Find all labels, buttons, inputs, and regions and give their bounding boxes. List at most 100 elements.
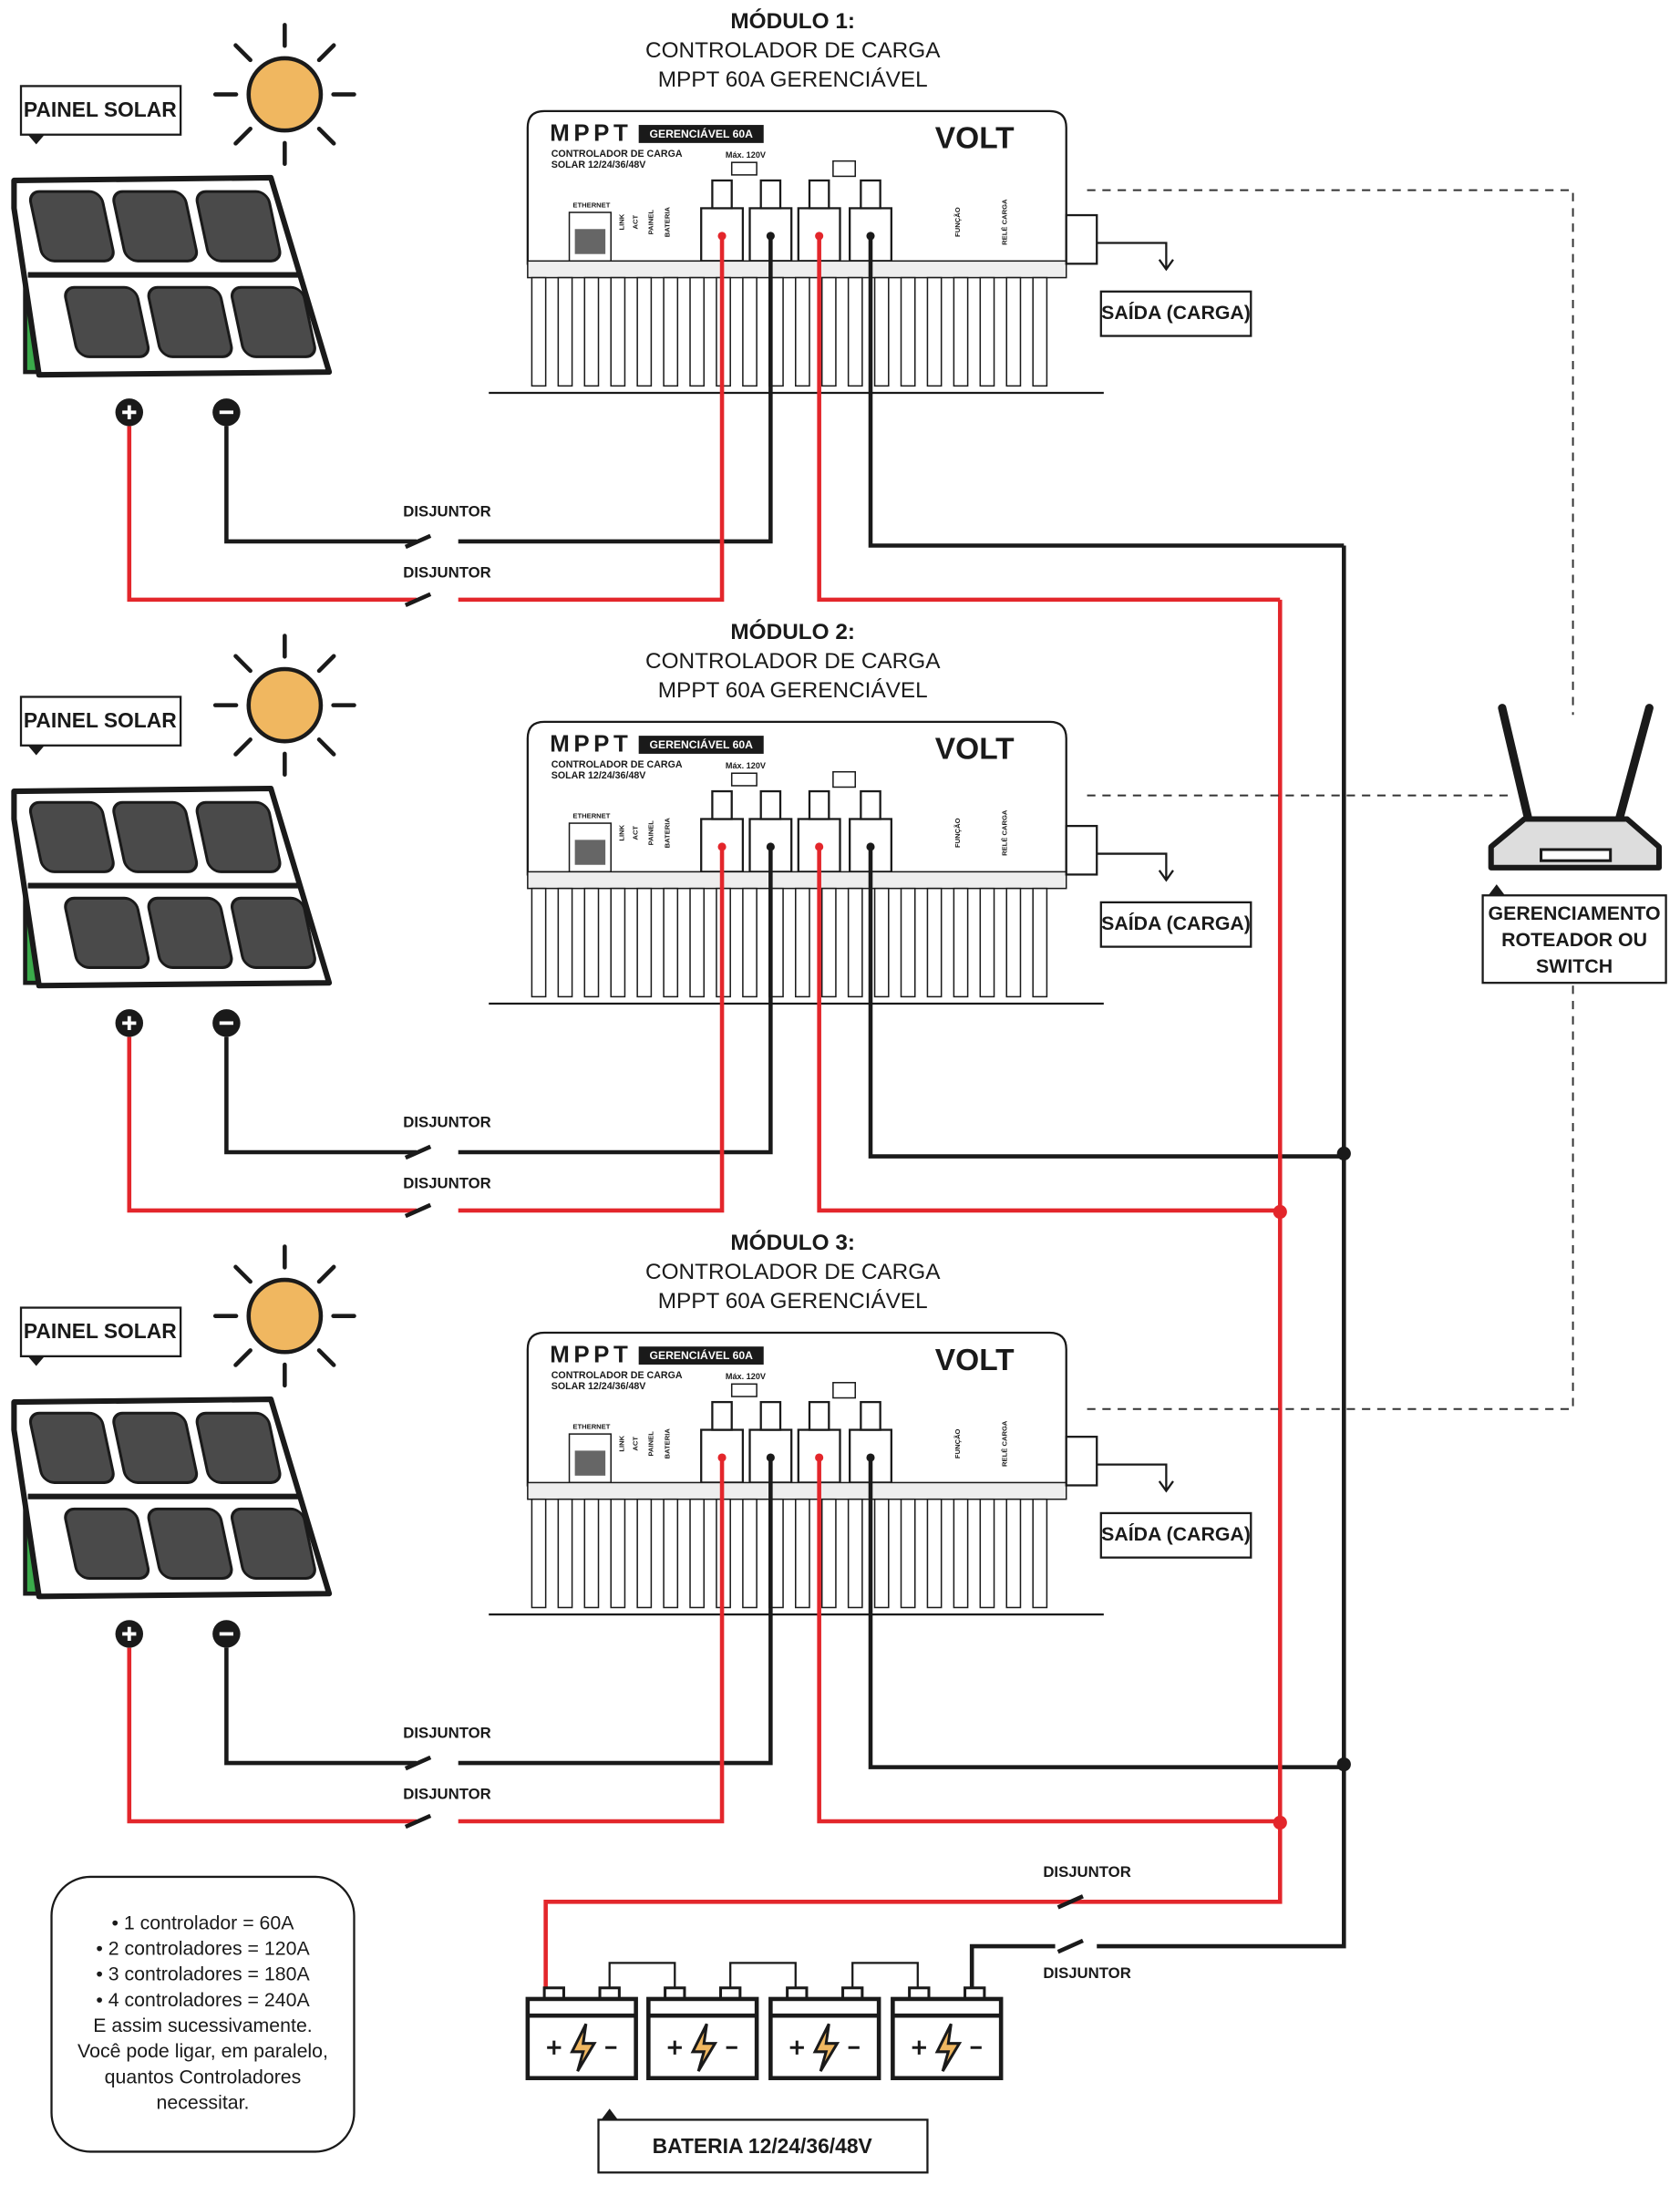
junction (1273, 1816, 1287, 1829)
terminal-dot (866, 842, 874, 850)
note-line: • 4 controladores = 240A (96, 1989, 310, 2011)
fin (743, 1500, 757, 1608)
battery-link (610, 1963, 675, 1987)
fin (796, 1500, 809, 1608)
junction (1337, 1757, 1351, 1771)
fin (902, 889, 915, 997)
breaker-label: DISJUNTOR (403, 1174, 490, 1191)
panel-cell (147, 287, 233, 356)
fin (1006, 278, 1020, 386)
sun-ray (236, 656, 251, 671)
badge-text: GERENCIÁVEL 60A (650, 737, 754, 751)
fin (980, 278, 994, 386)
fin (743, 889, 757, 997)
fin (1033, 889, 1046, 997)
fin (558, 1500, 572, 1608)
terminal-post (861, 791, 880, 819)
sun-ray (236, 1350, 251, 1365)
router-label: SWITCH (1536, 955, 1613, 977)
controller-desc: CONTROLADOR DE CARGA (551, 149, 683, 160)
junction (1273, 1205, 1287, 1219)
output-label: SAÍDA (CARGA) (1101, 912, 1251, 934)
port-label: ETHERNET (572, 201, 610, 209)
battery-label: BATERIA 12/24/36/48V (653, 2134, 873, 2158)
port-label: ACT (632, 214, 640, 229)
network-line (1087, 985, 1573, 1408)
fin (584, 1500, 598, 1608)
fin (953, 278, 967, 386)
sun (249, 1280, 321, 1352)
port-label: BATERIA (664, 1428, 672, 1459)
terminal-post (712, 791, 731, 819)
fin (927, 278, 941, 386)
breaker-label: DISJUNTOR (403, 1113, 490, 1130)
output-connector (1067, 215, 1098, 263)
fin (902, 1500, 915, 1608)
terminal-post (712, 1402, 731, 1429)
wire-positive (129, 1648, 417, 1821)
note-line: • 3 controladores = 180A (96, 1963, 310, 1985)
terminal-post (861, 180, 880, 208)
terminal-dot (815, 842, 823, 850)
fin (584, 278, 598, 386)
panel-cell (147, 1509, 233, 1578)
port-label: PAINEL (646, 820, 654, 846)
controller-desc: SOLAR 12/24/36/48V (551, 160, 647, 170)
panel-cell (230, 287, 316, 356)
output-arrow (1097, 243, 1173, 270)
fin (531, 1500, 545, 1608)
breaker-label: DISJUNTOR (403, 502, 490, 520)
fin (611, 278, 624, 386)
sun-ray (319, 1267, 334, 1282)
terminal-post (861, 1402, 880, 1429)
ethernet-jack (575, 1450, 606, 1475)
base-strip (528, 871, 1067, 888)
module-line: MPPT 60A GERENCIÁVEL (658, 678, 928, 703)
sun (249, 669, 321, 741)
base-strip (528, 261, 1067, 277)
fin (584, 889, 598, 997)
panel-cell (230, 898, 316, 967)
terminal-post (809, 1402, 829, 1429)
port-label: BATERIA (664, 207, 672, 238)
terminal-dot (866, 232, 874, 240)
bus-negative (1097, 545, 1344, 1946)
sun-ray (319, 129, 334, 143)
network-line (1087, 191, 1573, 716)
panel-label: PAINEL SOLAR (24, 708, 177, 732)
port-label: ETHERNET (572, 1423, 610, 1431)
fin (980, 889, 994, 997)
panel-cell (63, 898, 149, 967)
module-line: CONTROLADOR DE CARGA (645, 38, 941, 63)
module-line: MPPT 60A GERENCIÁVEL (658, 1289, 928, 1314)
note-line: • 1 controlador = 60A (112, 1912, 295, 1933)
panel-cell (112, 1413, 199, 1482)
ethernet-jack (575, 840, 606, 864)
fin (953, 1500, 967, 1608)
controller-desc: SOLAR 12/24/36/48V (551, 770, 647, 781)
fin (822, 889, 836, 997)
output-connector (1067, 826, 1098, 874)
terminal-dot (767, 842, 775, 850)
breaker-label: DISJUNTOR (1043, 1964, 1130, 1982)
sun-ray (319, 656, 334, 671)
terminal-dot (767, 1453, 775, 1461)
brand: VOLT (935, 733, 1015, 767)
terminal-post (809, 791, 829, 819)
port-label: ACT (632, 1437, 640, 1451)
fin (927, 1500, 941, 1608)
module-title: MÓDULO 3: (730, 1230, 855, 1255)
controller-model: MPPT (550, 732, 632, 758)
controller-desc: SOLAR 12/24/36/48V (551, 1381, 647, 1392)
fin (637, 889, 651, 997)
breaker-label: DISJUNTOR (403, 1785, 490, 1802)
battery-pointer (602, 2108, 618, 2119)
fin (849, 278, 862, 386)
panel-label: PAINEL SOLAR (24, 98, 177, 121)
terminal-dot (815, 1453, 823, 1461)
module: PAINEL SOLARMÓDULO 1:CONTROLADOR DE CARG… (14, 8, 1344, 605)
panel-cell (112, 191, 199, 261)
sun-ray (236, 129, 251, 143)
badge-text: GERENCIÁVEL 60A (650, 1348, 754, 1362)
max-voltage: Máx. 120V (726, 761, 767, 770)
